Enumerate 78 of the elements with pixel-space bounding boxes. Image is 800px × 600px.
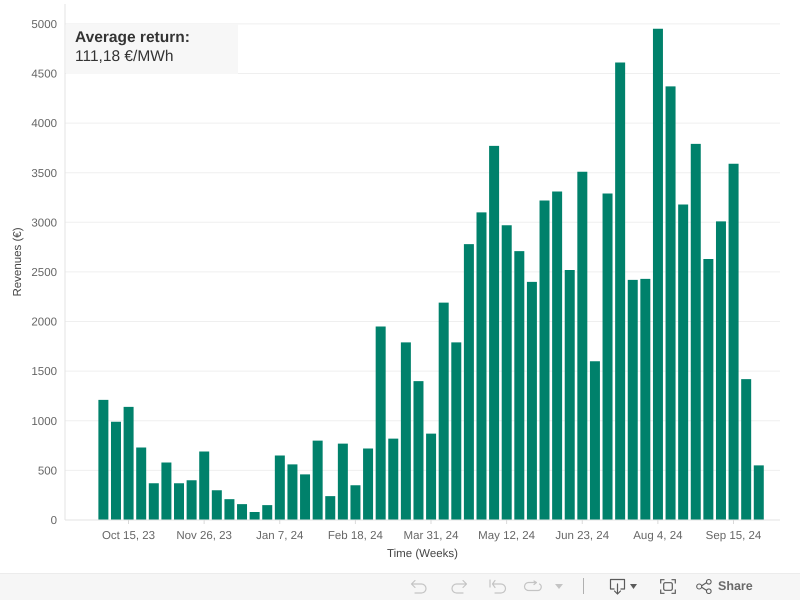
x-axis-title: Time (Weeks) — [387, 548, 458, 560]
bar — [476, 212, 486, 520]
bar — [666, 86, 676, 520]
x-tick-label: Feb 18, 24 — [328, 530, 384, 542]
y-axis-title: Revenues (€) — [12, 227, 24, 297]
bar — [413, 381, 424, 520]
bar — [110, 422, 121, 520]
bar — [716, 221, 726, 520]
bar — [237, 504, 248, 520]
x-tick-label: Nov 26, 23 — [176, 530, 232, 542]
y-tick-label: 2500 — [31, 267, 57, 280]
bar — [400, 342, 411, 520]
x-tick-label: Mar 31, 24 — [404, 530, 460, 542]
y-tick-label: 0 — [50, 515, 57, 528]
y-tick-label: 1500 — [31, 366, 57, 378]
bar — [388, 438, 398, 520]
annotation: Average return: — [75, 29, 190, 46]
bar — [136, 448, 146, 520]
bar — [287, 464, 298, 520]
bar — [124, 406, 134, 520]
bar — [174, 483, 184, 520]
bar — [274, 456, 285, 520]
x-tick-label: Jan 7, 24 — [256, 530, 304, 542]
bar — [212, 490, 222, 520]
bar — [262, 505, 272, 520]
bar — [325, 496, 336, 520]
bar — [754, 465, 764, 520]
y-tick-label: 2000 — [31, 316, 57, 329]
bar — [514, 251, 524, 520]
y-tick-label: 500 — [38, 465, 57, 478]
bar — [564, 270, 575, 520]
bar — [250, 512, 260, 520]
bar — [628, 280, 638, 520]
bar — [338, 444, 348, 520]
bar — [438, 302, 449, 520]
bar — [350, 485, 360, 520]
annotation: 111,18 €/MWh — [75, 48, 174, 65]
bar — [640, 278, 650, 520]
x-tick-label: Oct 15, 23 — [102, 530, 156, 542]
bar — [615, 62, 626, 520]
bar — [602, 194, 613, 520]
bar — [376, 326, 386, 520]
x-tick-label: Jun 23, 24 — [555, 530, 610, 542]
bar — [652, 28, 663, 520]
y-tick-label: 4000 — [31, 118, 57, 130]
bar — [186, 480, 197, 520]
bar — [590, 361, 600, 520]
bar — [502, 225, 512, 520]
y-tick-label: 3000 — [31, 217, 57, 230]
bar — [451, 342, 462, 520]
text: Share — [718, 578, 753, 594]
bar — [464, 244, 474, 520]
bar — [552, 192, 562, 520]
bar — [678, 204, 688, 520]
bar — [728, 164, 739, 520]
y-tick-label: 4500 — [31, 68, 57, 81]
y-tick-label: 1000 — [31, 416, 57, 428]
bar — [98, 400, 108, 520]
x-tick-label: May 12, 24 — [478, 530, 536, 542]
bar — [703, 259, 714, 520]
bar — [741, 379, 752, 520]
bar — [312, 440, 323, 520]
bar — [148, 483, 159, 520]
bar — [363, 448, 374, 520]
bar — [489, 146, 500, 520]
bar — [426, 434, 436, 520]
bar — [690, 144, 701, 520]
bar — [224, 499, 234, 520]
x-tick-label: Sep 15, 24 — [706, 530, 762, 542]
bar — [300, 474, 310, 520]
bar — [199, 452, 210, 520]
bar — [526, 282, 537, 520]
bar — [540, 200, 550, 520]
y-tick-label: 5000 — [31, 18, 57, 31]
y-tick-label: 3500 — [31, 168, 57, 180]
bar — [577, 172, 588, 520]
bar — [161, 462, 172, 520]
x-tick-label: Aug 4, 24 — [633, 530, 684, 542]
